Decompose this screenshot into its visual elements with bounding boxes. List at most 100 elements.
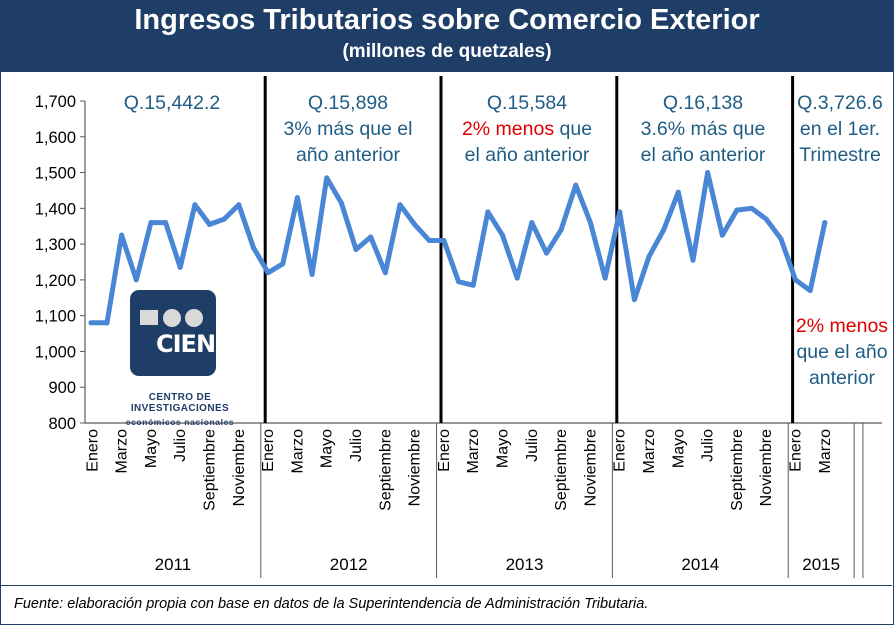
- year-label: 2011: [155, 555, 192, 574]
- data-point: [749, 205, 755, 211]
- data-point: [529, 220, 535, 226]
- month-label: Enero: [788, 429, 805, 472]
- data-point: [294, 195, 300, 201]
- data-point: [675, 189, 681, 195]
- annotation-line: Q.15,898: [308, 92, 388, 114]
- data-point: [441, 238, 447, 244]
- annotation-line: 3.6% más que: [641, 118, 766, 140]
- logo-caption-line1: CENTRO DE INVESTIGACIONES: [130, 392, 230, 414]
- annotation-line: año anterior: [296, 144, 401, 166]
- month-label: Julio: [700, 429, 717, 462]
- annotation-text: 3% más que el: [284, 118, 413, 140]
- logo-caption: CENTRO DE INVESTIGACIONES económicos nac…: [100, 392, 260, 427]
- annotation-text: Q.15,584: [487, 92, 567, 114]
- data-point: [148, 220, 154, 226]
- annotation-text: 3.6% más que: [641, 118, 766, 140]
- chart-plot: 800 900 1,000 1,100 1,200 1,300 1,400 1,500 1,60…: [35, 76, 888, 578]
- y-tick-label: 1,500: [35, 165, 76, 183]
- y-tick-label: 1,300: [35, 236, 76, 254]
- month-label: Noviembre: [582, 429, 599, 506]
- data-point: [221, 216, 227, 222]
- year-label: 2013: [506, 555, 544, 574]
- annotation-text: año anterior: [296, 144, 401, 166]
- data-point: [822, 220, 828, 226]
- data-point: [778, 236, 784, 242]
- annotation-text: en el 1er.: [800, 118, 880, 140]
- annotation-line: el año anterior: [465, 144, 590, 166]
- month-label: Enero: [260, 429, 277, 472]
- month-label: Septiembre: [553, 429, 570, 511]
- year-label: 2012: [330, 555, 368, 574]
- annotation-line: en el 1er.: [800, 118, 880, 140]
- chart-subtitle: (millones de quetzales): [342, 41, 552, 62]
- data-point: [397, 202, 403, 208]
- annotation-text: que: [554, 118, 592, 140]
- chart-header: Ingresos Tributarios sobre Comercio Exte…: [0, 0, 894, 72]
- logo-circle-icon: [185, 309, 203, 327]
- data-point: [514, 275, 520, 281]
- year-label: 2014: [681, 555, 719, 574]
- annotation-text: el año anterior: [465, 144, 590, 166]
- data-point: [661, 227, 667, 233]
- month-label: Julio: [348, 429, 365, 462]
- data-point: [456, 279, 462, 285]
- data-point: [500, 232, 506, 238]
- data-point: [119, 232, 125, 238]
- annotation-line: Q.16,138: [663, 92, 743, 114]
- annotation-line: 2% menos: [796, 315, 888, 337]
- annotation-text: Q.15,442.2: [124, 92, 221, 114]
- data-point: [573, 182, 579, 188]
- month-label: Enero: [436, 429, 453, 472]
- data-point: [250, 245, 256, 251]
- cien-logo: CIEN: [130, 290, 216, 376]
- month-label: Noviembre: [758, 429, 775, 506]
- annotation-text: que el año: [796, 341, 887, 363]
- data-point: [207, 221, 213, 227]
- month-label: Septiembre: [377, 429, 394, 511]
- month-label: Mayo: [319, 429, 336, 468]
- data-point: [353, 246, 359, 252]
- data-point: [719, 232, 725, 238]
- data-point: [412, 221, 418, 227]
- data-point: [734, 207, 740, 213]
- data-point: [617, 209, 623, 215]
- data-point: [470, 282, 476, 288]
- annotation-text: el año anterior: [641, 144, 766, 166]
- data-point: [558, 227, 564, 233]
- annotation-text: Q.3,726.6: [797, 92, 883, 114]
- data-point: [382, 270, 388, 276]
- y-tick-label: 1,000: [35, 343, 76, 361]
- data-point: [368, 234, 374, 240]
- month-label: Enero: [84, 429, 101, 472]
- y-tick-label: 1,200: [35, 272, 76, 290]
- annotation-highlight: 2% menos: [462, 118, 554, 140]
- chart-footer: Fuente: elaboración propia con base en d…: [0, 585, 892, 624]
- source-note: Fuente: elaboración propia con base en d…: [14, 596, 649, 612]
- month-label: Mayo: [495, 429, 512, 468]
- data-point: [280, 261, 286, 267]
- logo-caption-line2: económicos nacionales: [125, 417, 235, 427]
- annotation-line: Q.15,442.2: [124, 92, 221, 114]
- month-label: Marzo: [289, 429, 306, 474]
- y-tick-label: 1,700: [35, 93, 76, 111]
- y-tick-label: 900: [48, 379, 76, 397]
- data-point: [646, 254, 652, 260]
- annotation-line: Q.3,726.6: [797, 92, 883, 114]
- data-point: [763, 216, 769, 222]
- data-point: [236, 202, 242, 208]
- data-point: [338, 200, 344, 206]
- y-tick-label: 1,100: [35, 308, 76, 326]
- annotation-line: 2% menos que: [462, 118, 592, 140]
- annotation-line: anterior: [809, 367, 876, 389]
- data-point: [104, 320, 110, 326]
- annotation-text: Q.15,898: [308, 92, 388, 114]
- month-label: Septiembre: [202, 429, 219, 511]
- y-tick-label: 1,400: [35, 200, 76, 218]
- data-point: [485, 209, 491, 215]
- data-point: [705, 170, 711, 176]
- data-point: [426, 238, 432, 244]
- month-label: Mayo: [670, 429, 687, 468]
- data-point: [177, 264, 183, 270]
- month-label: Septiembre: [729, 429, 746, 511]
- annotation-text: Q.16,138: [663, 92, 743, 114]
